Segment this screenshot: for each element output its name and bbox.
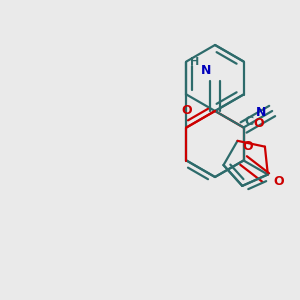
- Text: N: N: [201, 64, 211, 77]
- Text: N: N: [256, 106, 266, 119]
- Text: O: O: [274, 175, 284, 188]
- Text: C: C: [245, 115, 254, 128]
- Text: O: O: [181, 104, 192, 118]
- Text: O: O: [254, 117, 264, 130]
- Text: O: O: [242, 140, 253, 153]
- Text: H: H: [190, 57, 199, 67]
